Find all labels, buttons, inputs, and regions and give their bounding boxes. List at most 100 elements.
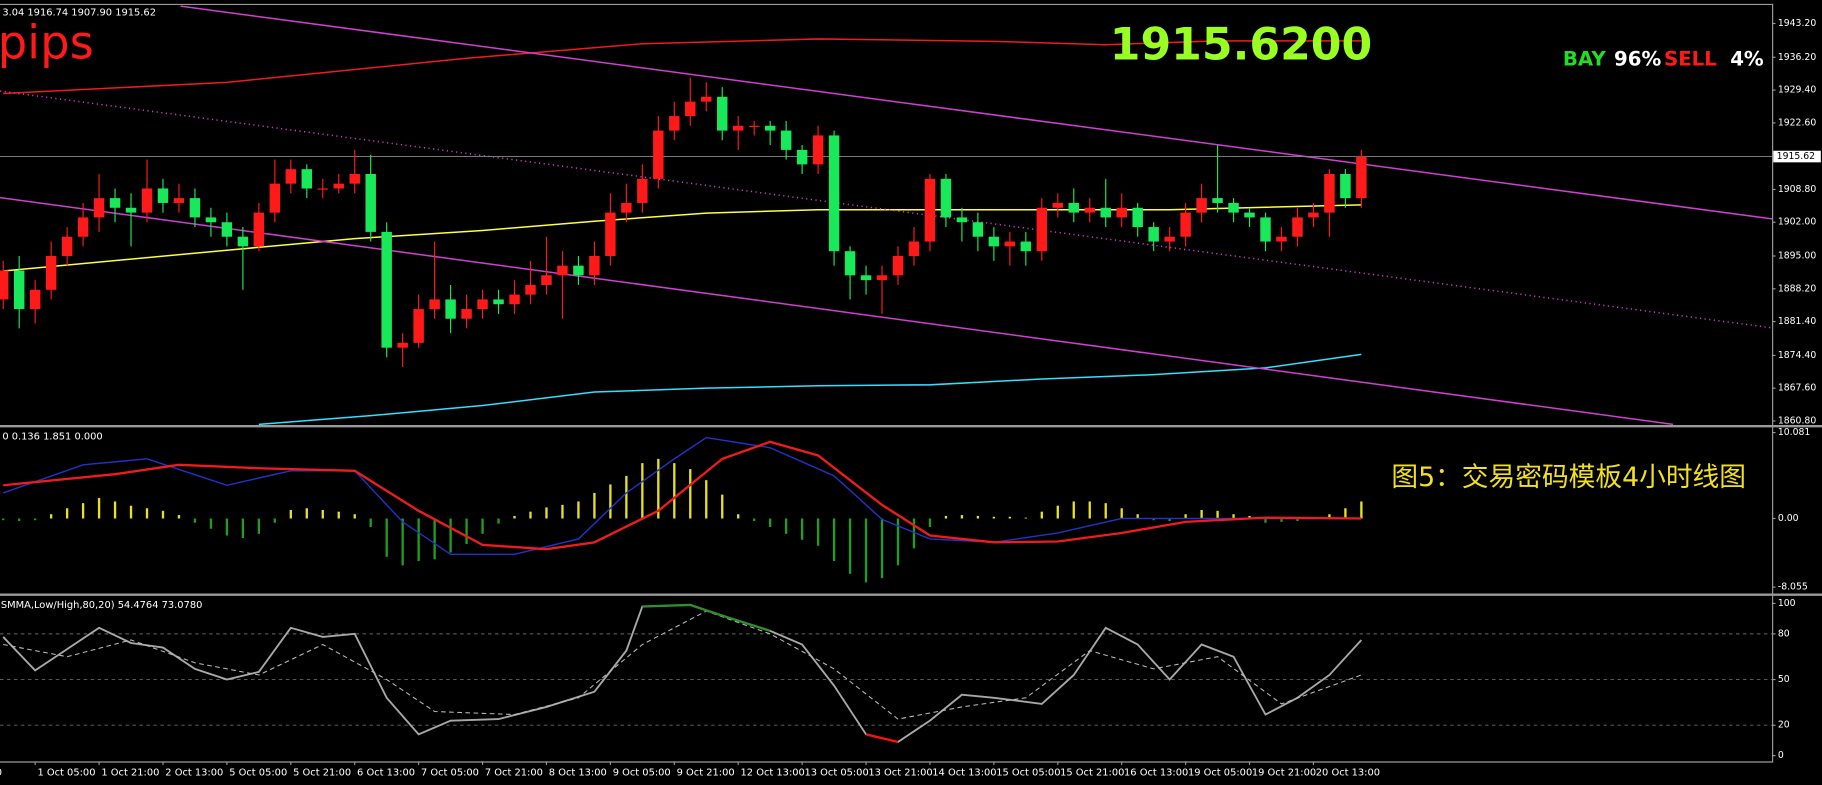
candle-body xyxy=(844,251,856,276)
histogram-bar xyxy=(1200,509,1203,519)
histogram-bar xyxy=(513,515,516,519)
overlay-line xyxy=(0,196,1674,426)
histogram-bar xyxy=(816,518,820,546)
candle-body xyxy=(589,256,600,276)
histogram-bar xyxy=(976,515,980,519)
histogram-bar xyxy=(1264,518,1267,523)
histogram-bar xyxy=(433,518,436,560)
histogram-bar xyxy=(1008,516,1012,519)
candle-body xyxy=(812,135,824,165)
y-tick-label: -8.055 xyxy=(1778,582,1808,593)
candle-body xyxy=(541,275,552,285)
candle-body xyxy=(461,309,472,319)
x-tick-label: 13:00 xyxy=(0,767,2,778)
candle-body xyxy=(828,135,840,252)
x-tick-label: 5 Oct 21:00 xyxy=(293,767,351,778)
histogram-bar xyxy=(832,518,836,562)
candle-body xyxy=(732,125,744,131)
candle-body xyxy=(157,188,169,203)
last-price-label: 1915.62 xyxy=(1777,151,1815,162)
candle-body xyxy=(509,294,520,305)
y-tick-label: 1943.20 xyxy=(1778,18,1816,29)
histogram-bar xyxy=(960,515,964,519)
histogram-bar xyxy=(721,494,724,519)
x-tick-label: 7 Oct 21:00 xyxy=(485,767,543,778)
y-tick-label: 50 xyxy=(1778,674,1790,685)
candle-body xyxy=(701,96,712,102)
histogram-bar xyxy=(1024,517,1027,519)
sell-percent: 4% xyxy=(1730,47,1764,70)
histogram-bar xyxy=(1120,508,1123,519)
candle-body xyxy=(13,270,25,310)
annotation: 图5：交易密码模板4小时线图 xyxy=(1391,462,1746,493)
histogram-bar xyxy=(2,518,5,521)
histogram-bar xyxy=(800,518,804,540)
y-tick-label: 80 xyxy=(1778,628,1790,639)
candle-body xyxy=(1292,217,1303,237)
candle-body xyxy=(333,183,344,189)
x-tick-label: 8 Oct 13:00 xyxy=(549,767,607,778)
candle-body xyxy=(445,299,456,319)
candle-body xyxy=(1324,174,1335,213)
histogram-bar xyxy=(705,480,708,519)
histogram-bar xyxy=(737,514,740,519)
candle-body xyxy=(1132,207,1143,228)
histogram-bar xyxy=(689,469,692,519)
candle-body xyxy=(573,265,584,276)
histogram-bar xyxy=(481,518,484,534)
candle-body xyxy=(29,289,41,310)
histogram-bar xyxy=(113,501,117,519)
histogram-bar xyxy=(1152,518,1155,521)
histogram-bar xyxy=(465,518,468,545)
histogram-bar xyxy=(401,518,404,566)
histogram-bar xyxy=(928,518,932,528)
candle-body xyxy=(237,236,249,247)
oscillator-line xyxy=(3,610,1362,720)
histogram-bar xyxy=(321,509,324,519)
histogram-bar xyxy=(641,463,644,519)
y-tick-label: 1860.80 xyxy=(1778,415,1816,426)
candle-body xyxy=(1196,198,1207,213)
candle-body xyxy=(493,299,504,305)
histogram-bar xyxy=(896,518,900,566)
candle-body xyxy=(1180,212,1191,237)
candle-body xyxy=(253,212,265,247)
indicator-info: ,SMMA,Low/High,80,20) 54.4764 73.0780 xyxy=(0,600,202,611)
candle-body xyxy=(1244,212,1255,218)
y-tick-label: 100 xyxy=(1778,598,1796,609)
candle-body xyxy=(45,256,57,290)
candle-body xyxy=(1004,241,1016,247)
overlay-line xyxy=(180,5,1773,220)
histogram-bar xyxy=(593,492,596,519)
histogram-bar xyxy=(880,518,884,579)
candle-body xyxy=(1356,156,1367,199)
histogram-bar xyxy=(1184,514,1187,519)
y-tick-label: 1902.00 xyxy=(1778,217,1816,228)
candle-body xyxy=(109,198,121,208)
histogram-bar xyxy=(1040,511,1043,519)
histogram-bar xyxy=(1216,510,1219,519)
symbol-label: pips xyxy=(0,15,94,69)
histogram-bar xyxy=(193,518,197,523)
candle-body xyxy=(205,217,217,223)
candle-body xyxy=(301,169,313,189)
y-tick-label: 0 xyxy=(1778,750,1784,761)
overlay-line xyxy=(258,353,1362,426)
x-tick-label: 1 Oct 05:00 xyxy=(37,767,95,778)
candle-body xyxy=(972,222,984,237)
histogram-bar xyxy=(1088,501,1091,519)
candle-body xyxy=(93,198,105,218)
histogram-bar xyxy=(65,508,69,519)
histogram-bar xyxy=(529,511,532,519)
candle-body xyxy=(61,236,73,257)
candle-body xyxy=(173,198,185,203)
histogram-bar xyxy=(657,458,660,519)
histogram-bar xyxy=(673,463,676,519)
candle-body xyxy=(764,125,776,131)
histogram-bar xyxy=(369,518,372,528)
histogram-bar xyxy=(944,515,948,519)
candle-body xyxy=(1276,236,1287,242)
candle-body xyxy=(876,275,888,281)
histogram-bar xyxy=(609,484,612,519)
